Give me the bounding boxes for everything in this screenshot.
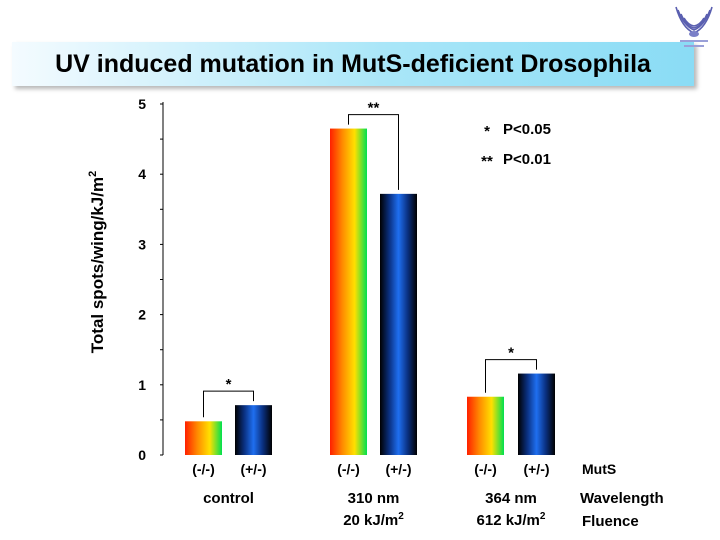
fluence-label-text: 612 kJ/m bbox=[477, 512, 540, 529]
significance-marker: * bbox=[508, 345, 514, 362]
genotype-label: (-/-) bbox=[337, 461, 360, 477]
bar bbox=[185, 421, 222, 455]
fluence-label-superscript: 2 bbox=[540, 511, 546, 522]
y-axis-label: Total spots/wing/kJ/m2 bbox=[87, 171, 107, 353]
fluence-label-text: 20 kJ/m bbox=[343, 512, 398, 529]
group-label: 364 nm bbox=[485, 490, 537, 507]
legend-symbol: * bbox=[484, 123, 490, 140]
bar bbox=[467, 396, 504, 455]
significance-bracket bbox=[485, 359, 537, 393]
significance-marker: * bbox=[226, 376, 232, 393]
legend-symbol: ** bbox=[481, 153, 493, 170]
significance-bracket bbox=[348, 114, 399, 190]
y-tick-label: 5 bbox=[138, 96, 146, 112]
y-axis-label-superscript: 2 bbox=[87, 171, 99, 177]
y-axis-label-text: Total spots/wing/kJ/m bbox=[88, 177, 107, 353]
significance-bracket bbox=[203, 390, 254, 418]
group-label: 310 nm bbox=[348, 490, 400, 507]
bar bbox=[235, 405, 272, 455]
genotype-label: (+/-) bbox=[523, 461, 549, 477]
bar bbox=[518, 373, 555, 455]
bar bbox=[380, 193, 417, 455]
genotype-label: (-/-) bbox=[192, 461, 215, 477]
bar bbox=[330, 128, 367, 455]
genotype-label: (+/-) bbox=[385, 461, 411, 477]
row-label-wavelength: Wavelength bbox=[580, 490, 664, 507]
legend-text: P<0.05 bbox=[503, 121, 551, 138]
y-tick-label: 2 bbox=[138, 307, 146, 323]
genotype-label: (+/-) bbox=[240, 461, 266, 477]
fluence-label-superscript: 2 bbox=[398, 511, 404, 522]
fluence-label: 612 kJ/m2 bbox=[477, 511, 546, 529]
university-logo-icon bbox=[675, 6, 713, 47]
slide-title: UV induced mutation in MutS-deficient Dr… bbox=[55, 49, 651, 78]
genotype-label: (-/-) bbox=[474, 461, 497, 477]
row-label-muts: MutS bbox=[582, 461, 616, 477]
y-tick-label: 1 bbox=[138, 377, 146, 393]
y-tick-label: 4 bbox=[138, 166, 146, 182]
significance-marker: ** bbox=[368, 100, 380, 117]
fluence-label: 20 kJ/m2 bbox=[343, 511, 404, 529]
y-tick-label: 0 bbox=[138, 447, 146, 463]
title-banner: UV induced mutation in MutS-deficient Dr… bbox=[12, 42, 694, 86]
y-tick-label: 3 bbox=[138, 236, 146, 252]
legend-text: P<0.01 bbox=[503, 151, 551, 168]
row-label-fluence: Fluence bbox=[582, 513, 639, 530]
group-label: control bbox=[203, 490, 254, 507]
